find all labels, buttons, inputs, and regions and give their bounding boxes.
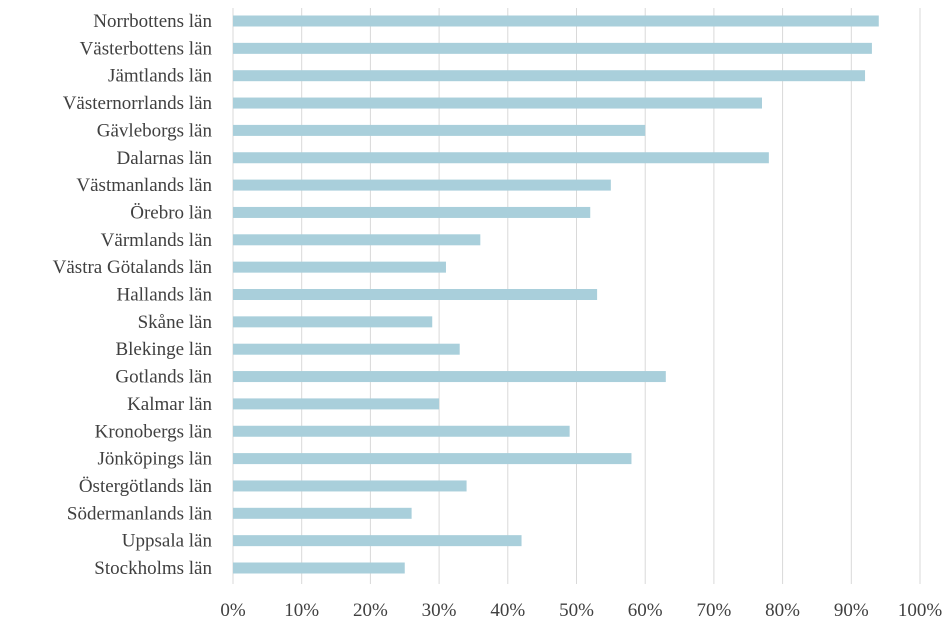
x-tick-label: 70% (696, 600, 731, 621)
category-label: Södermanlands län (67, 503, 213, 524)
bar (233, 70, 866, 82)
bar (233, 425, 570, 437)
bar (233, 398, 440, 410)
bar (233, 15, 879, 27)
category-label: Norrbottens län (93, 11, 212, 32)
category-label: Örebro län (130, 202, 212, 223)
category-label: Dalarnas län (117, 148, 213, 169)
category-label: Västerbottens län (80, 38, 213, 59)
category-label: Östergötlands län (79, 476, 213, 497)
bar (233, 480, 467, 492)
bar (233, 289, 598, 300)
bar (233, 535, 522, 547)
bar (233, 371, 666, 383)
bar (233, 42, 872, 54)
bar (233, 316, 433, 328)
x-tick-label: 0% (220, 600, 246, 621)
bar (233, 507, 412, 519)
category-label: Jönköpings län (97, 449, 212, 470)
category-label: Gotlands län (115, 367, 212, 388)
bar (233, 562, 405, 574)
category-label: Hallands län (116, 285, 212, 306)
category-label: Gävleborgs län (97, 120, 213, 141)
x-tick-label: 90% (834, 600, 869, 621)
category-labels: Norrbottens län Västerbottens län Jämtland… (53, 11, 213, 579)
bar (233, 179, 611, 191)
category-label: Uppsala län (122, 531, 213, 552)
bar (233, 343, 460, 355)
category-label: Blekinge län (115, 339, 212, 360)
bar (233, 206, 591, 218)
x-axis-tick-labels: 0% 10% 20% 30% 40% 50% 60% 70% 80% 90% 100% (220, 600, 942, 621)
bar (233, 97, 762, 109)
x-tick-label: 50% (559, 600, 594, 621)
category-label: Västmanlands län (76, 175, 212, 196)
category-label: Stockholms län (94, 558, 212, 579)
x-tick-label: 80% (765, 600, 800, 621)
x-tick-label: 10% (284, 600, 319, 621)
bar (233, 124, 646, 136)
category-label: Västra Götalands län (53, 257, 213, 278)
category-label: Jämtlands län (108, 66, 212, 87)
bar (233, 261, 446, 273)
bar (233, 453, 632, 465)
bar (233, 234, 481, 246)
category-label: Kalmar län (127, 394, 212, 415)
category-label: Västernorrlands län (63, 93, 213, 114)
x-tick-label: 20% (353, 600, 388, 621)
category-label: Skåne län (138, 312, 213, 333)
x-tick-label: 30% (422, 600, 457, 621)
x-tick-label: 60% (628, 600, 663, 621)
category-label: Kronobergs län (95, 421, 213, 442)
x-tick-label: 100% (898, 600, 943, 621)
bar (233, 152, 769, 164)
category-label: Värmlands län (101, 230, 213, 251)
x-tick-label: 40% (490, 600, 525, 621)
bars (233, 15, 879, 574)
